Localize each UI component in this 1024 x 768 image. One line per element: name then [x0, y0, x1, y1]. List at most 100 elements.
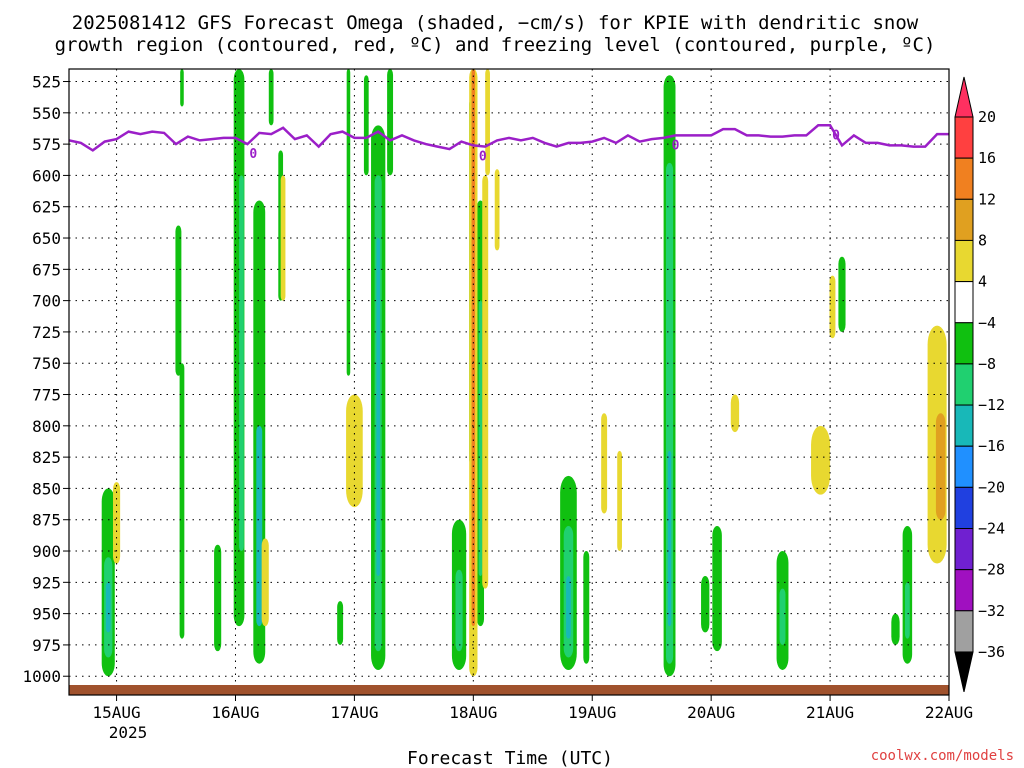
- colorbar-label: −28: [978, 561, 1005, 579]
- chart-title-line-2: growth region (contoured, red, ºC) and f…: [55, 34, 936, 56]
- y-tick-label: 825: [32, 448, 61, 467]
- omega-region: [105, 582, 111, 633]
- colorbar-label: 20: [978, 108, 996, 126]
- y-axis: 525 550 575 600 625 650 675 700 725 750 775 800 825 8…: [22, 73, 69, 686]
- omega-region: [891, 613, 900, 645]
- y-tick-label: 975: [32, 636, 61, 655]
- x-tick-label: 18AUG: [449, 703, 497, 722]
- y-tick-label: 550: [32, 104, 61, 123]
- upward-region: [730, 394, 740, 433]
- freezing-level-line: [69, 124, 949, 152]
- omega-region: [376, 238, 380, 577]
- colorbar-label: −36: [978, 643, 1005, 661]
- colorbar-label: 4: [978, 273, 987, 291]
- omega-region: [256, 425, 263, 627]
- y-tick-label: 725: [32, 323, 61, 342]
- y-tick-label: 675: [32, 260, 61, 279]
- omega-region: [214, 544, 222, 652]
- freezing-contour-label: 0: [832, 128, 840, 143]
- y-tick-label: 900: [32, 542, 61, 561]
- upward-region: [811, 425, 831, 495]
- x-tick-label: 17AUG: [330, 703, 378, 722]
- colorbar-segment: [954, 281, 974, 324]
- y-tick-label: 600: [32, 166, 61, 185]
- x-axis-label: Forecast Time (UTC): [407, 748, 613, 768]
- omega-region: [566, 576, 571, 639]
- colorbar-segment: [954, 116, 974, 159]
- credit-text: coolwx.com/models: [871, 748, 1014, 764]
- y-tick-label: 800: [32, 417, 61, 436]
- omega-region: [180, 69, 184, 107]
- colorbar-segment: [954, 486, 974, 530]
- omega-region: [175, 225, 182, 376]
- freezing-contour-label: 0: [479, 150, 487, 165]
- colorbar-segment: [954, 198, 974, 241]
- y-tick-label: 625: [32, 198, 61, 217]
- y-tick-label: 525: [32, 73, 61, 92]
- colorbar: 20 16 12 8 4 −4 −8 −12 −16 −20 −24 −28 −32 −36: [954, 76, 1005, 693]
- x-tick-label: 19AUG: [568, 703, 616, 722]
- colorbar-label: 12: [978, 190, 996, 208]
- x-tick-label: 21AUG: [806, 703, 854, 722]
- y-tick-label: 925: [32, 573, 61, 592]
- omega-region: [838, 256, 846, 332]
- omega-region: [583, 551, 590, 664]
- chart-title-line-1: 2025081412 GFS Forecast Omega (shaded, −…: [72, 12, 919, 34]
- omega-region: [387, 69, 394, 176]
- upward-region: [601, 413, 608, 514]
- omega-region: [701, 576, 710, 633]
- omega-region: [905, 582, 910, 639]
- x-tick-label: 20AUG: [687, 703, 735, 722]
- upward-region: [829, 275, 836, 339]
- colorbar-bottom-arrow: [954, 651, 974, 693]
- x-axis: 15AUG 16AUG 17AUG 18AUG 19AUG 20AUG 21AUG 22AUG: [92, 695, 973, 722]
- upward-region: [617, 450, 622, 552]
- colorbar-segment: [954, 528, 974, 571]
- omega-region: [455, 569, 463, 652]
- colorbar-segment: [954, 239, 974, 283]
- y-tick-label: 950: [32, 605, 61, 624]
- omega-region: [478, 300, 483, 577]
- omega-region: [239, 175, 244, 552]
- y-tick-label: 850: [32, 479, 61, 498]
- colorbar-label: −16: [978, 437, 1005, 455]
- freezing-contour-label: 0: [249, 147, 257, 162]
- upward-region: [113, 482, 121, 564]
- upward-region: [935, 413, 946, 520]
- colorbar-segment: [954, 322, 974, 365]
- colorbar-segment: [954, 569, 974, 612]
- omega-region: [268, 69, 274, 126]
- colorbar-label: −20: [978, 478, 1005, 496]
- colorbar-label: 16: [978, 149, 996, 167]
- y-tick-label: 775: [32, 386, 61, 405]
- colorbar-label: −32: [978, 602, 1005, 620]
- colorbar-label: −12: [978, 396, 1005, 414]
- omega-region: [779, 588, 786, 645]
- omega-shading: [101, 69, 947, 677]
- y-tick-label: 700: [32, 292, 61, 311]
- omega-region: [363, 75, 369, 176]
- colorbar-segment: [954, 610, 974, 653]
- y-tick-label: 575: [32, 135, 61, 154]
- y-tick-label: 875: [32, 511, 61, 530]
- omega-region: [179, 363, 185, 639]
- x-tick-label: 16AUG: [211, 703, 259, 722]
- omega-region: [346, 69, 351, 376]
- colorbar-top-arrow: [954, 76, 974, 118]
- y-tick-label: 1000: [22, 667, 61, 686]
- terrain-band: [69, 685, 949, 695]
- omega-region: [712, 525, 722, 652]
- y-tick-label: 650: [32, 229, 61, 248]
- y-tick-label: 750: [32, 354, 61, 373]
- colorbar-label: −24: [978, 520, 1005, 538]
- colorbar-label: −8: [978, 355, 996, 373]
- x-year-label: 2025: [109, 723, 148, 742]
- freezing-level-contour: 0 0 0 0: [69, 124, 949, 165]
- upward-region: [346, 394, 363, 508]
- colorbar-segment: [954, 157, 974, 200]
- upward-region: [471, 69, 476, 627]
- upward-region: [485, 69, 490, 176]
- colorbar-label: −4: [978, 314, 996, 332]
- colorbar-segment: [954, 404, 974, 447]
